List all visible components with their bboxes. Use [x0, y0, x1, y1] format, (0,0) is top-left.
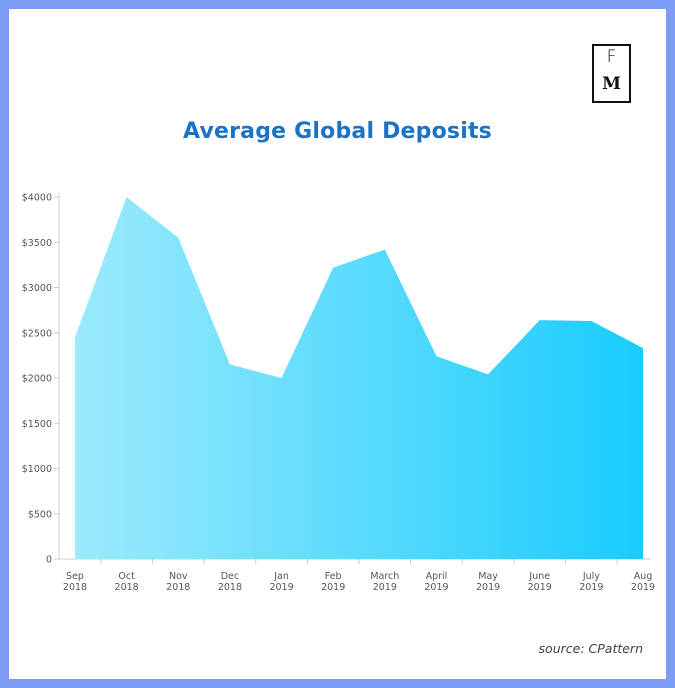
- data-point: [280, 376, 284, 380]
- x-tick-label-year: 2019: [424, 582, 448, 593]
- logo-letter-f: F: [606, 47, 617, 67]
- y-tick-label: $3500: [22, 238, 52, 249]
- y-tick-label: $1500: [22, 419, 52, 430]
- data-point: [73, 335, 77, 339]
- data-point: [486, 372, 490, 376]
- x-tick-label: April: [426, 571, 448, 582]
- x-tick-label-year: 2018: [166, 582, 190, 593]
- x-tick-label: Aug: [634, 571, 653, 582]
- chart-title: Average Global Deposits: [183, 119, 492, 144]
- x-tick-label-year: 2018: [63, 582, 87, 593]
- x-tick-label-year: 2019: [476, 582, 500, 593]
- y-tick-label: 0: [46, 555, 52, 566]
- y-tick-label: $2500: [22, 328, 52, 339]
- y-tick-label: $2000: [22, 374, 52, 385]
- source-note: source: CPattern: [538, 641, 643, 656]
- x-tick-label: June: [528, 571, 550, 582]
- logo-letter-m: M: [602, 74, 621, 94]
- x-tick-label-year: 2018: [218, 582, 242, 593]
- x-tick-label: March: [370, 571, 399, 582]
- x-tick-label-year: 2018: [115, 582, 139, 593]
- x-tick-label-year: 2019: [321, 582, 345, 593]
- data-point: [589, 319, 593, 323]
- x-tick-label-year: 2019: [269, 582, 293, 593]
- series-area: [73, 195, 645, 559]
- y-axis: 0 $500 $1000 $1500 $2000 $2500 $3000 $3500 $4000: [22, 193, 60, 566]
- x-tick-label: Oct: [118, 571, 135, 582]
- y-tick-label: $3000: [22, 283, 52, 294]
- area-chart: 0 $500 $1000 $1500 $2000 $2500 $3000 $3500 $4000…: [22, 193, 655, 594]
- x-tick-label-year: 2019: [631, 582, 655, 593]
- y-tick-label: $4000: [22, 193, 52, 204]
- fm-logo: F M: [592, 44, 631, 103]
- data-point: [125, 195, 129, 199]
- y-tick-label: $1000: [22, 464, 52, 475]
- x-tick-label: Jan: [273, 571, 289, 582]
- data-point: [435, 354, 439, 358]
- x-tick-label-year: 2019: [579, 582, 603, 593]
- data-point: [641, 346, 645, 350]
- x-tick-label: Nov: [169, 571, 188, 582]
- data-point: [176, 236, 180, 240]
- x-tick-label-year: 2019: [373, 582, 397, 593]
- x-tick-label: Dec: [221, 571, 239, 582]
- x-tick-label: Sep: [66, 571, 84, 582]
- x-tick-label: Feb: [325, 571, 342, 582]
- data-point: [331, 266, 335, 270]
- x-tick-label: July: [582, 571, 600, 582]
- data-point: [538, 318, 542, 322]
- data-point: [383, 248, 387, 252]
- y-tick-label: $500: [28, 509, 52, 520]
- chart-card: F M Average Global Deposits 0 $500 $1000 $1…: [9, 9, 666, 679]
- x-tick-label-year: 2019: [528, 582, 552, 593]
- x-axis: Sep2018Oct2018Nov2018Dec2018Jan2019Feb20…: [59, 558, 655, 593]
- x-tick-label: May: [478, 571, 498, 582]
- area-fill: [75, 197, 643, 559]
- data-point: [228, 362, 232, 366]
